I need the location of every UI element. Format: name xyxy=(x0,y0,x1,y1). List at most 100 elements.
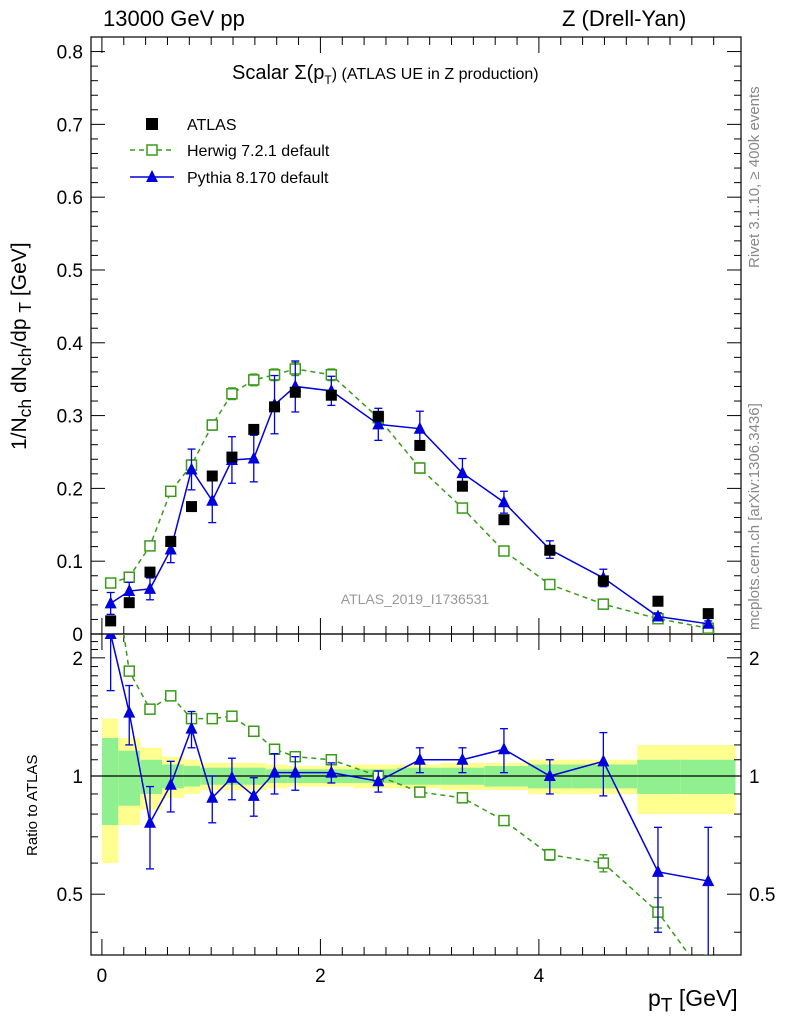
x-tick-label: 2 xyxy=(315,966,326,987)
energy-label: 13000 GeV pp xyxy=(103,6,245,31)
atlas-point xyxy=(269,401,281,413)
legend: ATLAS Herwig 7.2.1 default Pythia 8.170 de… xyxy=(130,117,330,187)
y-tick-label: 0.2 xyxy=(57,479,83,500)
herwig-ratio-point xyxy=(703,976,713,986)
y-tick-label: 0.7 xyxy=(57,115,83,136)
atlas-point xyxy=(105,615,117,627)
atlas-point xyxy=(702,608,714,620)
y-tick-label: 0.8 xyxy=(57,43,83,64)
pythia-ratio-point xyxy=(268,765,281,778)
pythia-ratio-point xyxy=(185,721,198,734)
atlas-point xyxy=(248,423,260,435)
pythia-ratio-point xyxy=(456,752,469,765)
herwig-ratio-point xyxy=(544,849,556,861)
band-inner-bin xyxy=(101,737,119,826)
pythia-ratio-point xyxy=(543,769,556,782)
atlas-point xyxy=(597,575,609,587)
herwig-point xyxy=(164,485,177,498)
pythia-ratio-point xyxy=(413,752,426,765)
analysis-label: ATLAS_2019_I1736531 xyxy=(341,591,490,607)
legend-label: ATLAS xyxy=(187,117,237,134)
y-tick-label: 0.4 xyxy=(57,334,84,355)
pythia-ratio-point xyxy=(289,765,302,778)
pythia-ratio-point xyxy=(206,790,219,803)
herwig-ratio-point xyxy=(597,857,610,869)
pythia-ratio-point xyxy=(702,874,715,887)
herwig-point xyxy=(248,374,260,386)
process-label: Z (Drell-Yan) xyxy=(562,6,687,31)
pythia-point xyxy=(247,451,260,464)
atlas-point xyxy=(372,410,384,422)
y-tick-label: 0.3 xyxy=(57,407,83,428)
pythia-point xyxy=(456,466,469,479)
herwig-point xyxy=(456,502,469,514)
x-tick-label: 4 xyxy=(534,966,545,987)
atlas-point xyxy=(414,439,426,451)
pythia-point xyxy=(104,596,117,609)
atlas-point xyxy=(186,501,198,513)
pythia-ratio-point xyxy=(123,705,136,718)
ratio-y-tick-label: 1 xyxy=(72,767,83,788)
herwig-point xyxy=(544,578,556,591)
band-inner-bin xyxy=(140,759,163,794)
legend-label: Herwig 7.2.1 default xyxy=(187,143,330,160)
herwig-ratio-point xyxy=(123,665,135,677)
pythia-ratio-point xyxy=(325,765,338,778)
ratio-y-tick-label-right: 2 xyxy=(749,649,760,670)
herwig-point xyxy=(104,577,117,589)
pythia-ratio-point xyxy=(497,742,510,755)
herwig-point xyxy=(123,571,135,583)
herwig-point xyxy=(498,545,510,557)
pythia-ratio-point xyxy=(225,770,238,783)
x-axis-label: pT [GeV] xyxy=(648,985,738,1017)
ratio-bands xyxy=(101,718,736,864)
chart-title: Scalar Σ(pT) (ATLAS UE in Z production) xyxy=(232,62,539,87)
ratio-y-tick-label: 2 xyxy=(72,649,83,670)
pythia-ratio-point xyxy=(651,864,664,877)
y-tick-label: 0.1 xyxy=(57,552,83,573)
herwig-point xyxy=(414,462,426,474)
pythia-point xyxy=(164,542,177,555)
atlas-point xyxy=(289,386,301,398)
ratio-y-tick-label-right: 0.5 xyxy=(749,885,775,906)
atlas-point xyxy=(165,536,177,548)
band-inner-bin xyxy=(118,750,141,806)
legend-pythia-marker xyxy=(146,170,158,182)
band-inner-bin xyxy=(680,759,736,794)
main-series xyxy=(104,360,715,634)
atlas-point xyxy=(226,451,238,463)
herwig-ratio-point xyxy=(206,712,219,725)
pythia-line xyxy=(110,385,709,625)
pythia-ratio-point xyxy=(104,634,117,639)
pythia-point xyxy=(143,581,156,594)
pythia-point xyxy=(185,462,198,475)
atlas-point xyxy=(123,597,135,609)
herwig-point xyxy=(206,419,219,431)
legend-herwig-marker xyxy=(146,144,158,156)
ratio-plot-frame xyxy=(90,633,742,956)
atlas-point xyxy=(544,544,556,556)
ratio-y-tick-label-right: 1 xyxy=(749,767,760,788)
herwig-ratio-point xyxy=(164,690,177,702)
pythia-point xyxy=(413,421,426,434)
pythia-point xyxy=(702,616,715,629)
herwig-ratio-point xyxy=(106,539,116,549)
herwig-ratio-point xyxy=(414,786,426,798)
herwig-ratio-point xyxy=(456,792,469,804)
y-tick-label: 0.5 xyxy=(57,261,83,282)
atlas-point xyxy=(652,595,664,607)
pythia-point xyxy=(206,493,219,506)
legend-atlas-marker xyxy=(146,118,158,130)
legend-label: Pythia 8.170 default xyxy=(187,170,329,187)
atlas-point xyxy=(456,480,468,492)
y-tick-label: 0 xyxy=(72,625,83,646)
herwig-point xyxy=(597,598,610,610)
pythia-ratio-point xyxy=(597,754,610,767)
herwig-point xyxy=(226,387,238,400)
pythia-point xyxy=(497,495,510,508)
pythia-ratio-line xyxy=(109,634,709,882)
herwig-ratio-point xyxy=(498,814,510,827)
pythia-ratio-point xyxy=(143,815,156,828)
atlas-point xyxy=(325,389,337,401)
